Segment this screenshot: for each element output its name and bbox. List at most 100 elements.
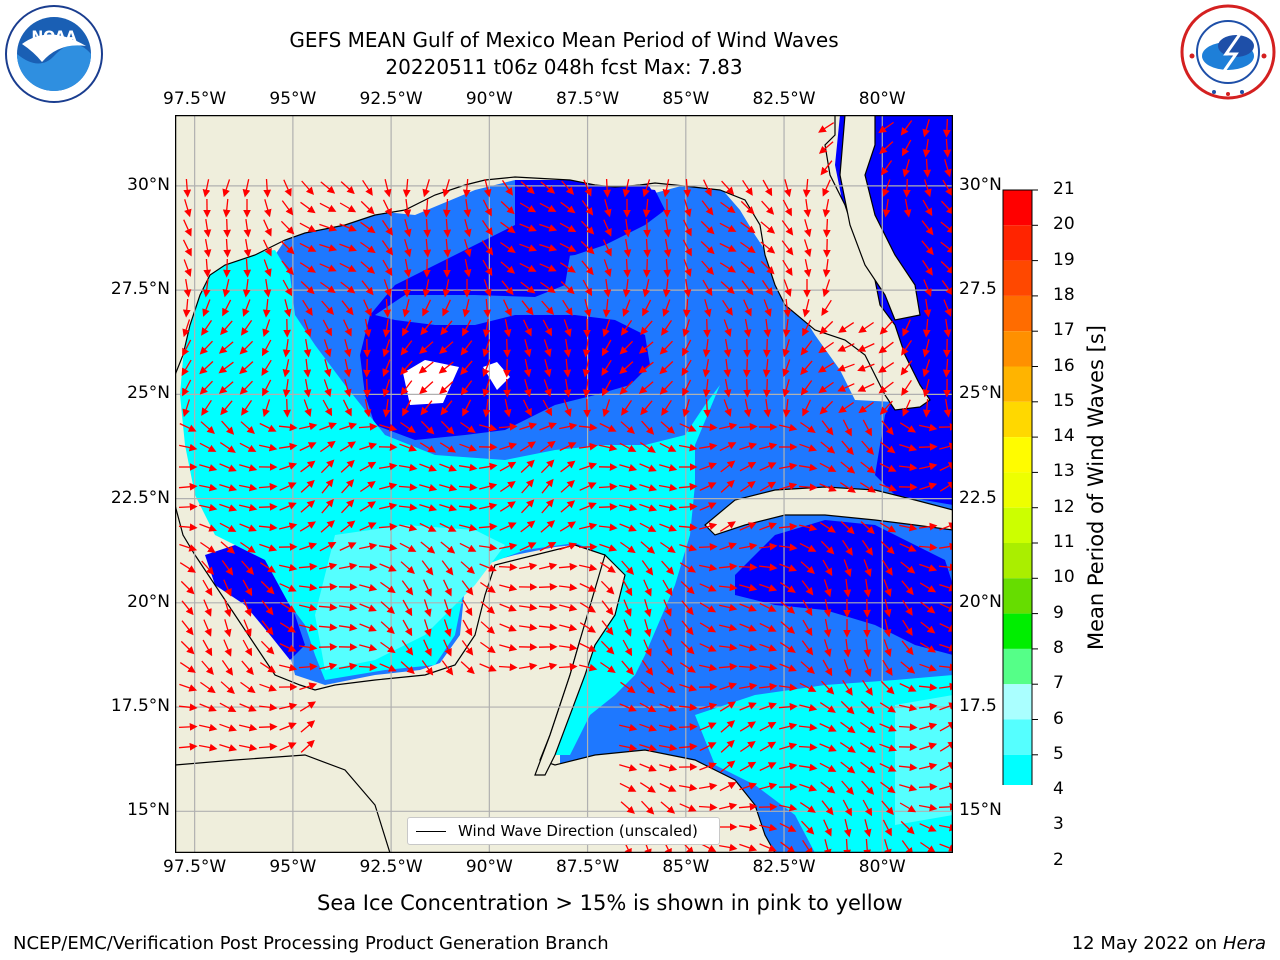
wind-arrow <box>219 743 238 752</box>
wind-arrow <box>804 219 812 238</box>
wind-arrow <box>479 543 498 552</box>
wind-arrow <box>659 764 678 772</box>
wind-arrow <box>603 259 612 278</box>
wind-arrow <box>599 562 616 573</box>
wind-arrow <box>538 582 558 591</box>
wind-arrow <box>659 340 673 355</box>
wind-arrow <box>759 823 778 832</box>
wind-arrow <box>402 299 411 318</box>
wind-arrow <box>700 241 715 255</box>
wind-arrow <box>319 562 338 571</box>
wind-arrow <box>399 542 417 552</box>
lon-label-top: 97.5°W <box>163 89 227 109</box>
wind-arrow <box>519 562 538 571</box>
wind-arrow <box>203 619 212 637</box>
wind-arrow <box>822 279 831 298</box>
colorbar-bin <box>1003 507 1032 543</box>
wind-arrow <box>661 320 673 336</box>
wind-arrow <box>919 423 938 432</box>
wind-arrow <box>422 279 431 298</box>
wind-arrow <box>423 579 432 597</box>
wind-arrow <box>878 362 895 373</box>
wind-arrow <box>379 663 397 672</box>
wind-arrow <box>842 799 852 817</box>
wind-arrow <box>220 681 235 695</box>
wind-arrow <box>622 299 631 317</box>
wind-arrow <box>499 461 517 472</box>
wind-arrow <box>782 199 792 217</box>
noaa-logo-text: NOAA <box>32 29 77 45</box>
wind-arrow <box>840 721 856 734</box>
wind-arrow <box>759 702 777 711</box>
wind-arrow <box>443 579 452 597</box>
wind-arrow <box>599 543 618 552</box>
wind-arrow <box>340 520 356 533</box>
wind-arrow <box>462 319 472 337</box>
wind-arrow <box>778 522 798 531</box>
wind-arrow <box>701 200 714 216</box>
colorbar-tick-label: 6 <box>1053 708 1064 729</box>
wind-arrow <box>678 703 698 712</box>
wind-arrow <box>601 359 612 377</box>
wind-arrow <box>481 240 494 256</box>
wind-arrow <box>543 339 552 358</box>
land-florida <box>839 115 921 321</box>
colorbar-bin <box>1003 472 1032 508</box>
colorbar-bin <box>1003 401 1032 438</box>
wind-arrow <box>840 700 855 715</box>
wind-arrow <box>581 220 595 235</box>
wind-arrow <box>219 463 237 472</box>
wind-arrow <box>380 621 395 635</box>
wind-arrow <box>639 723 657 732</box>
wind-arrow <box>662 639 673 657</box>
ocean-field-lightcyan <box>315 525 505 670</box>
wind-arrow <box>400 380 413 396</box>
wind-arrow <box>919 522 938 531</box>
wind-arrow <box>858 321 874 333</box>
wind-arrow <box>482 379 491 398</box>
wind-arrow <box>279 462 298 471</box>
wind-arrow <box>303 399 312 417</box>
wind-arrow <box>778 462 798 471</box>
wind-arrow <box>403 258 412 278</box>
wind-arrow <box>179 683 198 692</box>
wind-arrow <box>920 621 936 634</box>
wind-arrow <box>879 702 897 713</box>
wind-arrow <box>239 361 254 375</box>
wind-arrow <box>623 258 632 278</box>
wind-arrow <box>723 319 732 337</box>
wind-arrow <box>199 703 217 712</box>
wind-arrow <box>663 238 672 258</box>
wind-arrow <box>540 459 555 474</box>
wind-arrow <box>199 442 217 452</box>
wind-arrow <box>279 742 297 751</box>
wind-arrow <box>239 503 258 512</box>
wind-arrow <box>919 762 938 771</box>
wind-arrow <box>919 462 938 471</box>
wind-arrow <box>523 339 532 358</box>
wind-arrow <box>402 399 412 417</box>
wind-arrow <box>181 620 194 636</box>
wind-arrow <box>278 423 298 432</box>
wind-arrow <box>719 682 738 691</box>
wind-arrow <box>739 442 758 451</box>
wind-arrow <box>319 263 337 272</box>
wind-arrow <box>320 281 336 294</box>
wind-arrow <box>702 279 713 297</box>
wind-arrow <box>579 602 597 613</box>
wind-arrow <box>459 443 477 452</box>
wind-arrow <box>218 381 234 394</box>
wind-arrow <box>818 141 834 154</box>
wind-arrow <box>601 379 612 397</box>
wind-arrow <box>559 222 577 233</box>
wind-arrow <box>279 583 297 592</box>
wind-arrow <box>843 819 852 838</box>
wind-arrow <box>279 722 297 731</box>
wind-arrow <box>300 460 316 473</box>
wind-arrow <box>203 258 212 278</box>
wind-arrow <box>499 643 518 652</box>
lon-label-top: 92.5°W <box>359 89 423 109</box>
wind-arrow <box>380 601 395 615</box>
colorbar-bin <box>1003 578 1032 614</box>
wind-arrow <box>519 542 537 551</box>
